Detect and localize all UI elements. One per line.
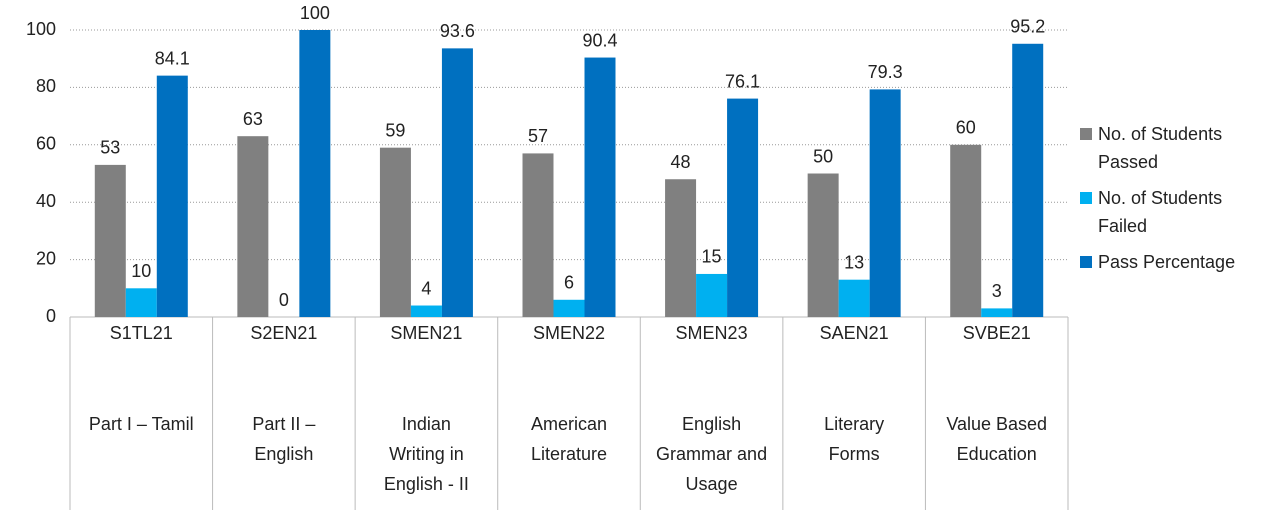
data-label: 100 — [300, 3, 330, 23]
category-description: Value Based — [946, 414, 1047, 434]
bar — [696, 273, 728, 317]
category-description: Forms — [829, 444, 880, 464]
category-description: Part II – — [252, 414, 315, 434]
bar — [1012, 43, 1044, 317]
data-label: 4 — [421, 278, 431, 298]
bar — [869, 89, 901, 317]
data-label: 93.6 — [440, 21, 475, 41]
bar — [299, 30, 331, 317]
data-label: 63 — [243, 109, 263, 129]
legend-swatch — [1080, 128, 1092, 140]
category-description: Grammar and — [656, 444, 767, 464]
x-tick-label: SMEN22 — [533, 323, 605, 343]
data-label: 76.1 — [725, 71, 760, 91]
bar — [522, 153, 554, 317]
y-tick-label: 80 — [36, 76, 56, 96]
y-tick-label: 40 — [36, 191, 56, 211]
data-label: 53 — [100, 138, 120, 158]
legend-label: Pass Percentage — [1098, 252, 1236, 272]
category-description: Literary — [824, 414, 884, 434]
legend-label: No. of Students Passed — [1098, 124, 1223, 172]
category-description: Education — [957, 444, 1037, 464]
data-label: 95.2 — [1010, 17, 1045, 37]
bar — [441, 48, 473, 317]
bar — [125, 288, 157, 317]
bar — [553, 299, 585, 317]
x-tick-label: SMEN23 — [676, 323, 748, 343]
legend-swatch — [1080, 256, 1092, 268]
legend-swatch — [1080, 192, 1092, 204]
category-description: Literature — [531, 444, 607, 464]
data-label: 79.3 — [868, 62, 903, 82]
data-label: 48 — [671, 152, 691, 172]
data-label: 15 — [702, 247, 722, 267]
x-tick-label: S1TL21 — [110, 323, 173, 343]
bar — [94, 164, 126, 317]
data-label: 84.1 — [155, 48, 190, 68]
category-description: Writing in — [389, 444, 464, 464]
category-description: Usage — [686, 474, 738, 494]
data-label: 90.4 — [582, 30, 617, 50]
data-label: 6 — [564, 273, 574, 293]
x-tick-label: SVBE21 — [963, 323, 1031, 343]
bar — [838, 279, 870, 317]
y-tick-label: 60 — [36, 134, 56, 154]
category-description: Indian — [402, 414, 451, 434]
category-description: English — [682, 414, 741, 434]
y-tick-label: 0 — [46, 306, 56, 326]
bar — [584, 57, 616, 317]
data-label: 60 — [956, 118, 976, 138]
legend-label: No. of Students Failed — [1098, 188, 1223, 236]
y-tick-label: 20 — [36, 248, 56, 268]
bar — [156, 75, 188, 318]
y-tick-label: 100 — [26, 19, 56, 39]
bar — [237, 136, 269, 317]
category-description: American — [531, 414, 607, 434]
bar — [727, 98, 759, 317]
x-tick-label: S2EN21 — [250, 323, 317, 343]
data-label: 57 — [528, 126, 548, 146]
data-label: 10 — [131, 261, 151, 281]
bar — [981, 308, 1013, 317]
bar — [665, 179, 697, 317]
category-description: Part I – Tamil — [89, 414, 194, 434]
data-label: 13 — [844, 252, 864, 272]
category-description: English - II — [384, 474, 469, 494]
data-label: 0 — [279, 290, 289, 310]
data-label: 59 — [385, 120, 405, 140]
bar — [379, 147, 411, 317]
x-tick-label: SMEN21 — [390, 323, 462, 343]
bar — [410, 305, 442, 317]
bar — [807, 173, 839, 317]
data-label: 50 — [813, 146, 833, 166]
data-label: 3 — [992, 281, 1002, 301]
bar — [950, 144, 982, 317]
category-description: English — [254, 444, 313, 464]
x-tick-label: SAEN21 — [820, 323, 889, 343]
